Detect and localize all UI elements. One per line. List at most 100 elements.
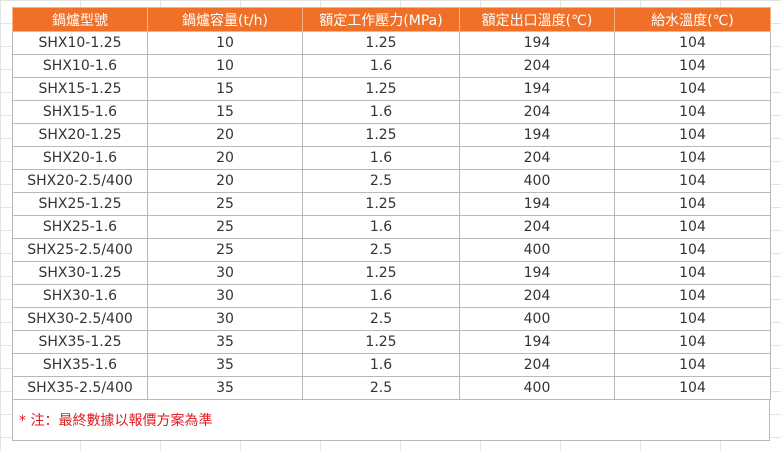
cell-feedwater-temp: 104	[614, 330, 771, 354]
cell-model: SHX25-1.25	[12, 192, 148, 216]
cell-feedwater-temp: 104	[614, 77, 771, 101]
table-row: SHX10-1.6 10 1.6 204 104	[12, 54, 771, 78]
table-row: SHX15-1.6 15 1.6 204 104	[12, 100, 771, 124]
spreadsheet-area: 鍋爐型號 鍋爐容量(t/h) 額定工作壓力(MPa) 額定出口溫度(℃) 給水溫…	[12, 7, 771, 441]
header-row: 鍋爐型號 鍋爐容量(t/h) 額定工作壓力(MPa) 額定出口溫度(℃) 給水溫…	[12, 7, 771, 32]
boiler-spec-table: 鍋爐型號 鍋爐容量(t/h) 額定工作壓力(MPa) 額定出口溫度(℃) 給水溫…	[12, 7, 771, 400]
cell-capacity: 25	[147, 192, 303, 216]
cell-outlet-temp: 400	[459, 169, 615, 193]
cell-feedwater-temp: 104	[614, 100, 771, 124]
cell-outlet-temp: 400	[459, 238, 615, 262]
cell-feedwater-temp: 104	[614, 54, 771, 78]
table-body: SHX10-1.25 10 1.25 194 104 SHX10-1.6 10 1.6 204 1…	[12, 31, 771, 400]
cell-feedwater-temp: 104	[614, 261, 771, 285]
cell-capacity: 35	[147, 330, 303, 354]
cell-model: SHX35-1.6	[12, 353, 148, 377]
header-pressure: 額定工作壓力(MPa)	[302, 7, 460, 32]
cell-capacity: 30	[147, 307, 303, 331]
cell-outlet-temp: 204	[459, 100, 615, 124]
cell-capacity: 30	[147, 284, 303, 308]
cell-feedwater-temp: 104	[614, 123, 771, 147]
table-row: SHX25-2.5/400 25 2.5 400 104	[12, 238, 771, 262]
cell-pressure: 2.5	[302, 169, 460, 193]
cell-pressure: 1.25	[302, 192, 460, 216]
cell-model: SHX10-1.6	[12, 54, 148, 78]
cell-capacity: 35	[147, 376, 303, 400]
table-row: SHX25-1.6 25 1.6 204 104	[12, 215, 771, 239]
cell-feedwater-temp: 104	[614, 192, 771, 216]
cell-model: SHX30-1.25	[12, 261, 148, 285]
cell-pressure: 1.6	[302, 146, 460, 170]
cell-feedwater-temp: 104	[614, 146, 771, 170]
cell-capacity: 25	[147, 238, 303, 262]
header-feedwater-temp: 給水溫度(℃)	[614, 7, 771, 32]
cell-model: SHX25-2.5/400	[12, 238, 148, 262]
cell-pressure: 1.6	[302, 215, 460, 239]
cell-model: SHX25-1.6	[12, 215, 148, 239]
cell-outlet-temp: 194	[459, 31, 615, 55]
cell-outlet-temp: 194	[459, 123, 615, 147]
cell-feedwater-temp: 104	[614, 169, 771, 193]
cell-pressure: 1.6	[302, 54, 460, 78]
table-row: SHX15-1.25 15 1.25 194 104	[12, 77, 771, 101]
cell-model: SHX35-2.5/400	[12, 376, 148, 400]
table-row: SHX20-2.5/400 20 2.5 400 104	[12, 169, 771, 193]
cell-outlet-temp: 194	[459, 330, 615, 354]
header-capacity: 鍋爐容量(t/h)	[147, 7, 303, 32]
cell-model: SHX30-1.6	[12, 284, 148, 308]
cell-pressure: 1.25	[302, 31, 460, 55]
cell-pressure: 1.25	[302, 330, 460, 354]
cell-model: SHX35-1.25	[12, 330, 148, 354]
cell-capacity: 15	[147, 100, 303, 124]
table-row: SHX35-2.5/400 35 2.5 400 104	[12, 376, 771, 400]
cell-outlet-temp: 194	[459, 77, 615, 101]
cell-pressure: 2.5	[302, 307, 460, 331]
cell-model: SHX20-1.25	[12, 123, 148, 147]
table-row: SHX35-1.6 35 1.6 204 104	[12, 353, 771, 377]
cell-capacity: 30	[147, 261, 303, 285]
cell-feedwater-temp: 104	[614, 31, 771, 55]
cell-model: SHX10-1.25	[12, 31, 148, 55]
cell-capacity: 10	[147, 31, 303, 55]
cell-outlet-temp: 400	[459, 307, 615, 331]
cell-capacity: 20	[147, 146, 303, 170]
footnote: * 注：最終數據以報價方案為準	[12, 400, 770, 441]
cell-outlet-temp: 194	[459, 192, 615, 216]
table-row: SHX30-2.5/400 30 2.5 400 104	[12, 307, 771, 331]
table-row: SHX30-1.6 30 1.6 204 104	[12, 284, 771, 308]
cell-capacity: 15	[147, 77, 303, 101]
cell-capacity: 20	[147, 169, 303, 193]
cell-feedwater-temp: 104	[614, 353, 771, 377]
cell-pressure: 1.6	[302, 353, 460, 377]
cell-capacity: 10	[147, 54, 303, 78]
table-row: SHX10-1.25 10 1.25 194 104	[12, 31, 771, 55]
cell-feedwater-temp: 104	[614, 238, 771, 262]
cell-outlet-temp: 204	[459, 146, 615, 170]
cell-feedwater-temp: 104	[614, 307, 771, 331]
cell-outlet-temp: 400	[459, 376, 615, 400]
header-model: 鍋爐型號	[12, 7, 148, 32]
cell-pressure: 1.25	[302, 261, 460, 285]
header-outlet-temp: 額定出口溫度(℃)	[459, 7, 615, 32]
cell-pressure: 1.6	[302, 284, 460, 308]
cell-capacity: 25	[147, 215, 303, 239]
cell-pressure: 1.25	[302, 123, 460, 147]
cell-model: SHX15-1.25	[12, 77, 148, 101]
cell-pressure: 1.6	[302, 100, 460, 124]
cell-outlet-temp: 204	[459, 353, 615, 377]
cell-outlet-temp: 204	[459, 215, 615, 239]
table-row: SHX20-1.25 20 1.25 194 104	[12, 123, 771, 147]
cell-feedwater-temp: 104	[614, 215, 771, 239]
cell-pressure: 2.5	[302, 376, 460, 400]
cell-model: SHX15-1.6	[12, 100, 148, 124]
cell-model: SHX20-2.5/400	[12, 169, 148, 193]
cell-outlet-temp: 204	[459, 54, 615, 78]
table-row: SHX20-1.6 20 1.6 204 104	[12, 146, 771, 170]
cell-capacity: 35	[147, 353, 303, 377]
cell-feedwater-temp: 104	[614, 284, 771, 308]
cell-feedwater-temp: 104	[614, 376, 771, 400]
table-row: SHX30-1.25 30 1.25 194 104	[12, 261, 771, 285]
cell-pressure: 1.25	[302, 77, 460, 101]
cell-outlet-temp: 204	[459, 284, 615, 308]
cell-outlet-temp: 194	[459, 261, 615, 285]
